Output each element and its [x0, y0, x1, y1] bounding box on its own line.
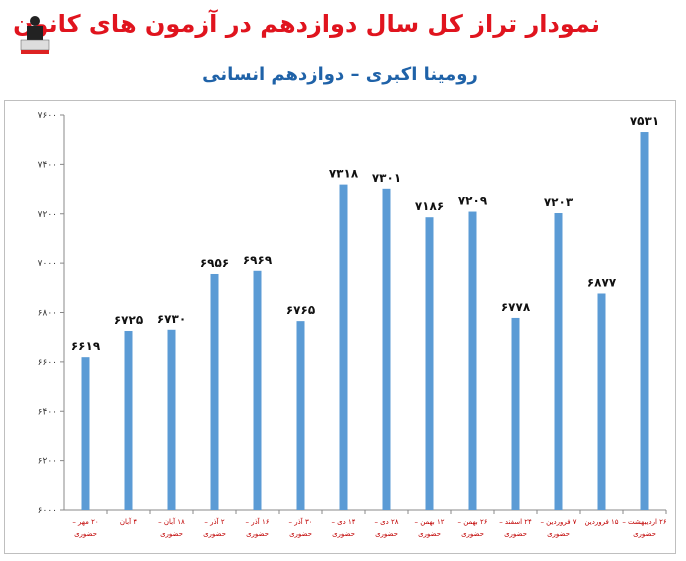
data-label: ۶۸۷۷: [587, 275, 617, 289]
x-tick-label: ۲۶ بهمن –: [457, 518, 487, 526]
y-tick-label: ۷۲۰۰: [38, 210, 57, 220]
x-tick-label: حضوری: [246, 530, 269, 538]
x-tick-label: حضوری: [289, 530, 312, 538]
x-tick-label: حضوری: [418, 530, 441, 538]
bar: [81, 357, 90, 510]
x-tick-label: حضوری: [461, 530, 484, 538]
x-tick-label: حضوری: [74, 530, 97, 538]
data-label: ۷۳۰۱: [372, 171, 401, 185]
x-tick-label: حضوری: [203, 530, 226, 538]
y-tick-label: ۶۶۰۰: [38, 358, 57, 368]
bar: [554, 213, 563, 510]
data-label: ۶۷۲۵: [114, 313, 143, 327]
x-tick-label: ۱۴ دی –: [331, 518, 355, 526]
x-tick-label: حضوری: [332, 530, 355, 538]
data-label: ۷۳۱۸: [329, 167, 359, 181]
kanoon-logo: [20, 16, 50, 54]
x-tick-label: ۲۶ اردیبهشت –: [622, 518, 667, 526]
x-tick-label: حضوری: [547, 530, 570, 538]
data-label: ۷۲۰۹: [458, 194, 488, 208]
data-label: ۶۷۳۰: [157, 312, 186, 326]
x-tick-label: ۱۲ بهمن –: [414, 518, 444, 526]
x-tick-label: ۱۸ آبان –: [158, 517, 185, 526]
x-tick-label: ۲۴ اسفند –: [499, 518, 532, 526]
y-tick-label: ۶۸۰۰: [38, 309, 57, 319]
bar: [597, 293, 606, 510]
bar: [640, 132, 649, 511]
bar: [296, 321, 305, 510]
y-tick-label: ۷۴۰۰: [38, 160, 57, 170]
data-label: ۶۷۶۵: [286, 303, 315, 317]
bar: [468, 211, 477, 510]
data-label: ۶۶۱۹: [71, 339, 101, 353]
bar: [210, 273, 219, 510]
x-tick-label: حضوری: [375, 530, 398, 538]
x-tick-label: ۱۵ فروردین: [584, 518, 618, 526]
x-tick-label: ۲۰ مهر –: [72, 518, 98, 526]
bar: [124, 331, 133, 510]
bar: [253, 270, 262, 510]
data-label: ۷۲۰۳: [544, 195, 574, 209]
bar: [511, 317, 520, 510]
y-tick-label: ۶۴۰۰: [38, 407, 57, 417]
y-tick-label: ۷۶۰۰: [38, 111, 57, 121]
x-tick-label: ۷ فروردین –: [540, 518, 576, 526]
data-label: ۶۹۵۶: [200, 256, 229, 270]
data-label: ۷۱۸۶: [415, 199, 444, 213]
bar: [382, 188, 391, 511]
data-label: ۷۵۳۱: [630, 114, 659, 128]
y-tick-label: ۶۲۰۰: [38, 457, 57, 467]
x-tick-label: حضوری: [160, 530, 183, 538]
x-tick-label: ۲ آذر –: [204, 517, 224, 526]
chart-title: نمودار تراز کل سال دوازدهم در آزمون های …: [13, 10, 600, 38]
x-tick-label: ۳۰ آذر –: [289, 517, 313, 526]
data-label: ۶۷۷۸: [501, 300, 531, 314]
y-tick-label: ۷۰۰۰: [38, 259, 57, 269]
x-tick-label: ۲۸ دی –: [374, 518, 398, 526]
chart-frame: [4, 100, 676, 554]
chart-subtitle: رومینا اکبری – دوازدهم انسانی: [202, 64, 478, 85]
x-tick-label: حضوری: [504, 530, 527, 538]
bar: [339, 184, 348, 510]
y-tick-label: ۶۰۰۰: [38, 506, 57, 516]
bar: [167, 329, 176, 510]
x-tick-label: ۱۶ آذر –: [246, 517, 270, 526]
x-tick-label: حضوری: [633, 530, 656, 538]
data-label: ۶۹۶۹: [243, 253, 273, 267]
bar: [425, 217, 434, 511]
x-tick-label: ۴ آبان: [120, 517, 137, 526]
